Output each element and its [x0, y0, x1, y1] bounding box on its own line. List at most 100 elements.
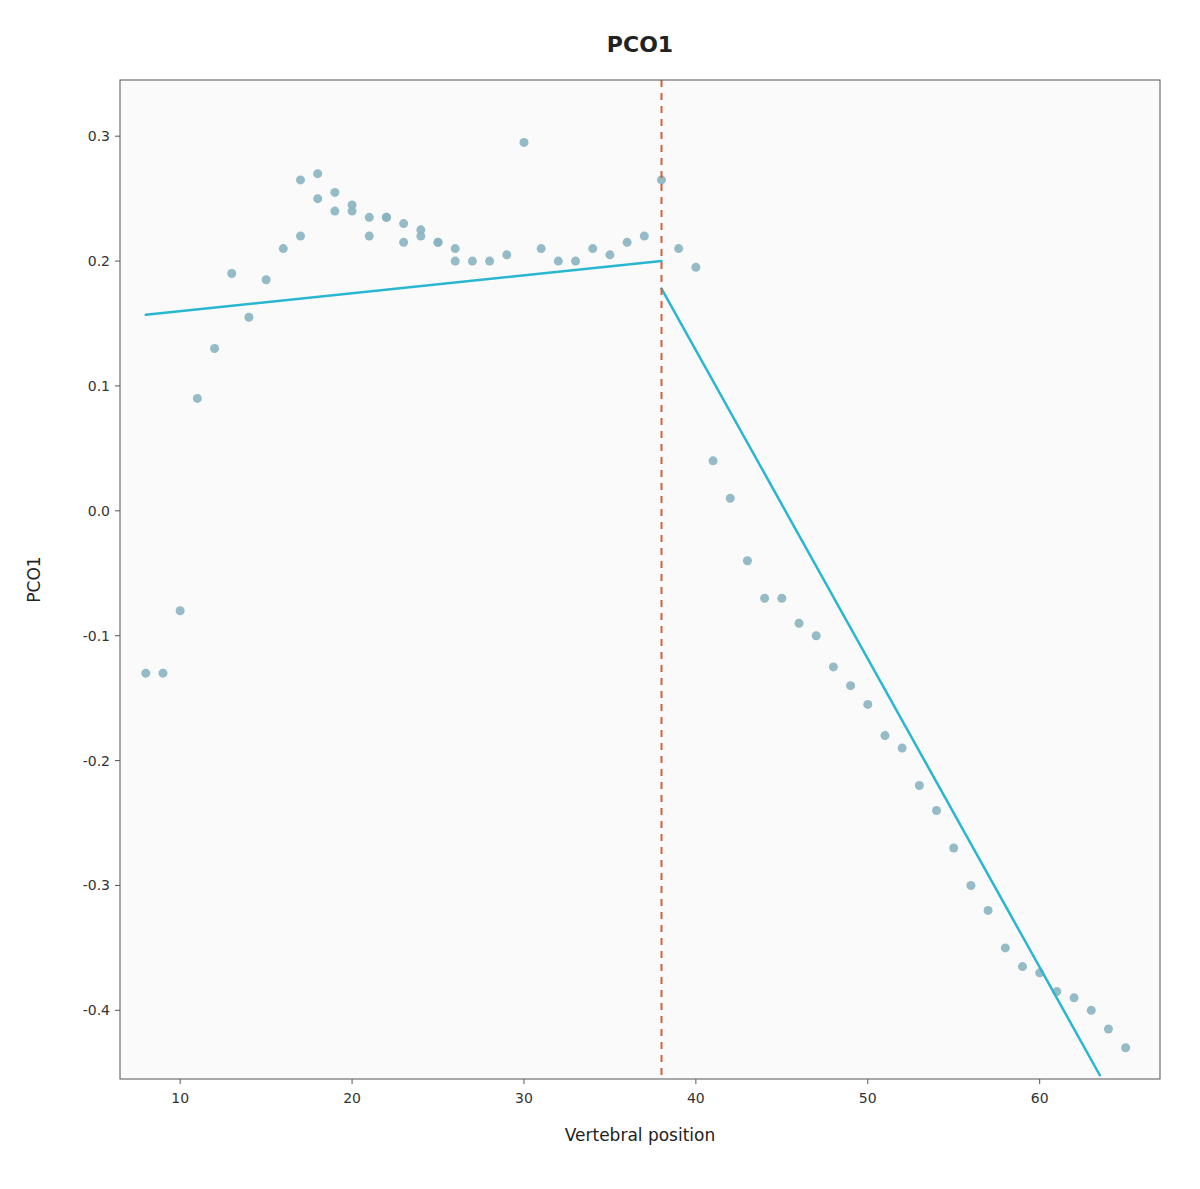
point: [330, 207, 339, 216]
x-tick: [1039, 1079, 1040, 1084]
point: [1087, 1006, 1096, 1015]
point: [193, 394, 202, 403]
point: [760, 594, 769, 603]
point: [880, 731, 889, 740]
y-tick-label: 0.3: [88, 128, 110, 144]
x-tick: [352, 1079, 353, 1084]
title: PCO1: [607, 32, 673, 57]
point: [416, 232, 425, 241]
y-tick: [115, 635, 120, 636]
point: [434, 238, 443, 247]
point: [949, 843, 958, 852]
y-tick-label: 0.2: [88, 253, 110, 269]
chart: 10 20 30 40 50 60 -0.4 -0.3 -0.2 -0.1 0.0 0.1 0.2 0.3…: [0, 0, 1200, 1189]
y-tick-label: -0.3: [83, 877, 110, 893]
y-tick-label: -0.4: [83, 1002, 110, 1018]
x-tick-label: 50: [859, 1090, 877, 1106]
breakpoint-line: [660, 80, 662, 1079]
x-tick-label: 10: [171, 1090, 189, 1106]
point: [451, 244, 460, 253]
x-axis: 10 20 30 40 50 60: [171, 1079, 1048, 1106]
x-tick: [180, 1079, 181, 1084]
point: [623, 238, 632, 247]
point: [605, 250, 614, 259]
point: [382, 213, 391, 222]
y-tick: [115, 510, 120, 511]
point: [502, 250, 511, 259]
point: [709, 456, 718, 465]
point: [777, 594, 786, 603]
point: [141, 669, 150, 678]
point: [244, 313, 253, 322]
plot-frame: [120, 80, 1160, 1079]
point: [795, 619, 804, 628]
point: [158, 669, 167, 678]
x-axis-label: Vertebral position: [565, 1125, 716, 1145]
point: [640, 232, 649, 241]
point: [262, 275, 271, 284]
point: [674, 244, 683, 253]
point: [863, 700, 872, 709]
x-tick-label: 30: [515, 1090, 533, 1106]
point: [468, 257, 477, 266]
point: [313, 169, 322, 178]
x-tick-label: 40: [687, 1090, 705, 1106]
point: [296, 175, 305, 184]
fit-line: [146, 261, 662, 315]
point: [1001, 943, 1010, 952]
point: [399, 219, 408, 228]
x-tick: [523, 1079, 524, 1084]
point: [399, 238, 408, 247]
point: [519, 138, 528, 147]
point: [1104, 1025, 1113, 1034]
point: [984, 906, 993, 915]
point: [571, 257, 580, 266]
point: [932, 806, 941, 815]
point: [1070, 993, 1079, 1002]
point: [829, 662, 838, 671]
y-axis: -0.4 -0.3 -0.2 -0.1 0.0 0.1 0.2 0.3: [83, 128, 120, 1018]
point: [451, 257, 460, 266]
background: [0, 0, 1200, 1189]
point: [434, 238, 443, 247]
y-tick-label: 0.0: [88, 503, 110, 519]
y-tick: [115, 261, 120, 262]
point: [365, 213, 374, 222]
y-tick-label: 0.1: [88, 378, 110, 394]
y-tick: [115, 885, 120, 886]
point: [296, 232, 305, 241]
point: [330, 188, 339, 197]
point: [915, 781, 924, 790]
point: [176, 606, 185, 615]
point: [898, 744, 907, 753]
point: [365, 232, 374, 241]
x-tick: [695, 1079, 696, 1084]
point: [588, 244, 597, 253]
point: [1018, 962, 1027, 971]
point: [743, 556, 752, 565]
point: [348, 207, 357, 216]
y-tick: [115, 385, 120, 386]
point: [382, 213, 391, 222]
point: [812, 631, 821, 640]
point: [691, 263, 700, 272]
point: [554, 257, 563, 266]
y-tick-label: -0.2: [83, 753, 110, 769]
point: [1121, 1043, 1130, 1052]
fit-line: [661, 289, 1099, 1076]
point: [227, 269, 236, 278]
x-tick-label: 20: [343, 1090, 361, 1106]
x-tick: [867, 1079, 868, 1084]
point: [537, 244, 546, 253]
point: [726, 494, 735, 503]
plot-area: [120, 80, 1160, 1079]
y-tick: [115, 760, 120, 761]
point: [966, 881, 975, 890]
point: [485, 257, 494, 266]
point: [279, 244, 288, 253]
y-tick-label: -0.1: [83, 628, 110, 644]
point: [313, 194, 322, 203]
x-tick-label: 60: [1031, 1090, 1049, 1106]
y-tick: [115, 136, 120, 137]
point: [846, 681, 855, 690]
